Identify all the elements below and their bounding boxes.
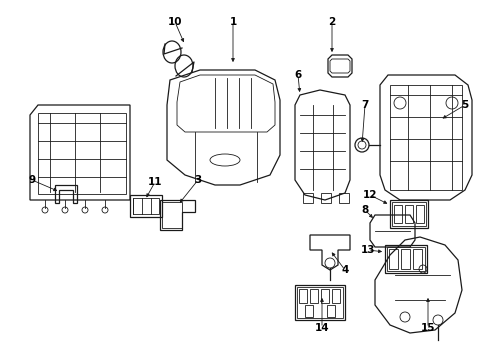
Bar [305, 305, 313, 317]
Bar [162, 202, 182, 228]
Text: 15: 15 [421, 323, 435, 333]
Bar [390, 85, 462, 190]
Text: 2: 2 [328, 17, 336, 27]
Bar [297, 287, 343, 318]
Text: 13: 13 [361, 245, 375, 255]
Bar [130, 195, 162, 217]
Text: 10: 10 [168, 17, 182, 27]
Bar [405, 205, 413, 223]
Text: 8: 8 [362, 205, 368, 215]
Bar [385, 245, 427, 273]
Bar [394, 205, 402, 223]
Bar [332, 289, 340, 303]
Text: 6: 6 [294, 70, 302, 80]
Bar [413, 249, 422, 269]
Bar [133, 198, 159, 214]
Text: 11: 11 [148, 177, 162, 187]
Bar [310, 289, 318, 303]
Bar [392, 202, 426, 226]
Bar [416, 205, 424, 223]
Text: 3: 3 [195, 175, 201, 185]
Text: 14: 14 [315, 323, 329, 333]
Text: 9: 9 [28, 175, 36, 185]
Text: 12: 12 [363, 190, 377, 200]
Bar [387, 247, 425, 271]
Text: 1: 1 [229, 17, 237, 27]
Text: 5: 5 [462, 100, 468, 110]
Bar [401, 249, 410, 269]
Bar [38, 113, 126, 194]
Text: 4: 4 [342, 265, 349, 275]
Bar [327, 305, 335, 317]
Bar [321, 289, 329, 303]
Bar [390, 200, 428, 228]
Text: 7: 7 [361, 100, 368, 110]
Bar [389, 249, 398, 269]
Bar [295, 285, 345, 320]
Bar [299, 289, 307, 303]
